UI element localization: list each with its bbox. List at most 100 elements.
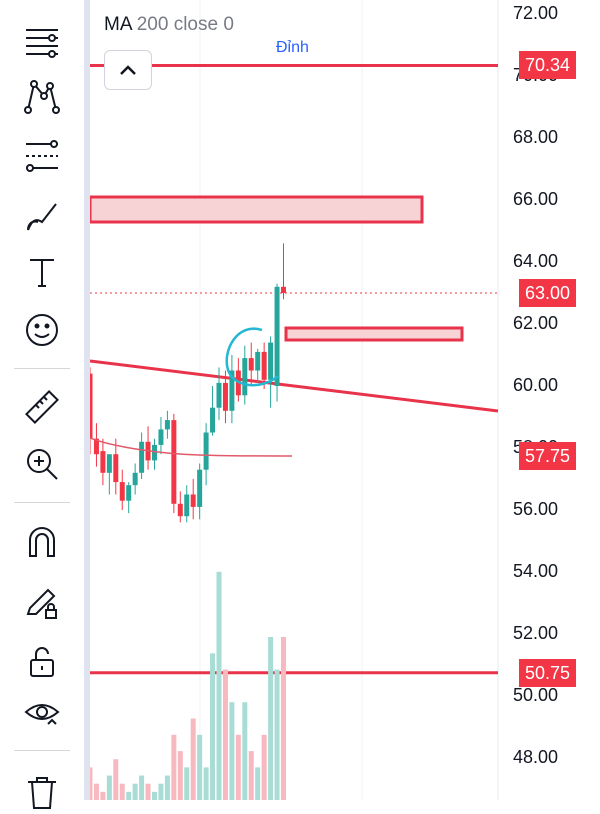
candle-body: [152, 444, 157, 461]
volume-bar: [242, 702, 248, 800]
volume-bar: [203, 767, 209, 800]
price-axis-label: 72.00: [513, 3, 559, 23]
price-axis-label: 62.00: [513, 313, 559, 333]
volume-bar: [145, 783, 151, 800]
eye-icon[interactable]: [18, 690, 66, 734]
ruler-tool-icon[interactable]: [18, 385, 66, 429]
text-tool-icon[interactable]: [18, 250, 66, 294]
volume-bar: [132, 783, 138, 800]
price-chart[interactable]: [90, 0, 600, 800]
drawing-toolbar: [0, 0, 84, 809]
volume-bar: [274, 669, 280, 800]
emoji-tool-icon[interactable]: [18, 308, 66, 352]
price-axis-label: 66.00: [513, 189, 559, 209]
volume-bar: [190, 718, 196, 800]
candle-body: [90, 373, 93, 439]
volume-bar: [90, 767, 93, 800]
candle-body: [177, 503, 183, 517]
candle-body: [203, 432, 209, 470]
ma-label: MA: [104, 14, 132, 35]
volume-bar: [106, 775, 112, 800]
ma-line: [90, 437, 293, 457]
brush-tool-icon[interactable]: [18, 194, 66, 238]
candle-body: [197, 469, 203, 507]
volume-bar: [235, 734, 241, 800]
fib-tool-icon[interactable]: [18, 134, 66, 178]
price-axis-label: 48.00: [513, 747, 559, 767]
cup-arc-drawing: [225, 327, 279, 387]
price-axis-label: 52.00: [513, 623, 559, 643]
volume-bar: [229, 702, 235, 800]
candle-body: [113, 454, 119, 483]
collapse-legend-button[interactable]: [104, 50, 152, 90]
price-axis-label: 56.00: [513, 499, 559, 519]
indicator-legend[interactable]: MA 200 close 0: [104, 14, 234, 36]
magnet-icon[interactable]: [18, 520, 66, 564]
candle-body: [281, 286, 286, 293]
volume-bar: [261, 734, 267, 800]
candle-body: [242, 358, 248, 396]
volume-bar: [164, 775, 170, 800]
volume-bar: [222, 669, 228, 800]
toolbar-separator: [14, 368, 70, 369]
candle-body: [184, 494, 190, 517]
candle-body: [126, 485, 132, 501]
price-axis-label: 68.00: [513, 127, 559, 147]
price-tag[interactable]: 57.75: [518, 441, 576, 470]
volume-bar: [158, 783, 164, 800]
candle-body: [210, 407, 216, 433]
volume-bar: [268, 637, 274, 800]
price-tag[interactable]: 70.34: [518, 51, 576, 80]
unlock-icon[interactable]: [18, 640, 66, 684]
pattern-tool-icon[interactable]: [18, 74, 66, 118]
volume-bar: [100, 791, 106, 800]
ma-params: 200 close 0: [136, 14, 234, 35]
volume-bar: [139, 775, 145, 800]
candle-body: [255, 351, 261, 371]
volume-bar: [126, 791, 132, 800]
toolbar-separator: [14, 750, 70, 751]
volume-bar: [177, 751, 183, 800]
candle-body: [139, 441, 145, 473]
trash-icon[interactable]: [18, 770, 66, 814]
resistance-zone-rect: [90, 195, 424, 224]
price-axis-label: 54.00: [513, 561, 559, 581]
candle-body: [93, 438, 99, 455]
volume-bar: [93, 783, 99, 800]
candle-body: [171, 420, 177, 504]
volume-bar: [119, 783, 125, 800]
toolbar-border: [84, 0, 90, 800]
price-axis-label: 60.00: [513, 375, 559, 395]
candle-body: [106, 454, 112, 473]
lines-tool-icon[interactable]: [18, 18, 66, 62]
price-tag[interactable]: 50.75: [518, 658, 576, 687]
candle-body: [132, 472, 138, 486]
candle-body: [248, 358, 254, 371]
candle-body: [100, 451, 106, 473]
volume-bar: [197, 734, 203, 800]
candle-body: [268, 342, 274, 380]
candle-body: [119, 482, 125, 501]
lock-drawing-icon[interactable]: [18, 580, 66, 624]
price-axis-label: 64.00: [513, 251, 559, 271]
zoom-in-icon[interactable]: [18, 442, 66, 486]
support-zone-rect: [284, 326, 464, 342]
candle-body: [261, 351, 267, 380]
candle-body: [222, 382, 228, 411]
volume-bar: [255, 767, 261, 800]
volume-bar: [248, 751, 254, 800]
price-tag[interactable]: 63.00: [518, 279, 576, 307]
volume-bar: [113, 759, 119, 800]
candle-body: [229, 370, 235, 411]
chevron-up-icon: [120, 65, 136, 75]
candle-body: [190, 494, 196, 507]
volume-bar: [184, 767, 190, 800]
peak-annotation[interactable]: Đỉnh: [276, 39, 309, 56]
volume-bar: [210, 653, 216, 800]
candle-body: [158, 429, 164, 445]
trend-line: [90, 359, 499, 413]
volume-bar: [216, 571, 222, 800]
volume-bar: [171, 734, 177, 800]
candle-body: [164, 420, 170, 430]
toolbar-separator: [14, 502, 70, 503]
